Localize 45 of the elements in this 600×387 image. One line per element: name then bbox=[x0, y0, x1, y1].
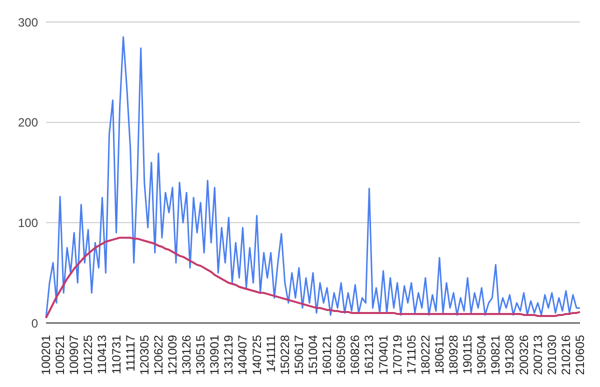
x-tick-label: 161213 bbox=[362, 334, 376, 376]
x-tick-label: 171105 bbox=[404, 334, 418, 374]
x-tick-label: 150228 bbox=[278, 334, 292, 376]
x-tick-label: 201030 bbox=[544, 334, 559, 376]
x-tick-label: 180928 bbox=[446, 334, 461, 376]
x-tick-label: 100201 bbox=[39, 334, 53, 376]
line-series bbox=[45, 36, 581, 319]
line-series bbox=[45, 236, 581, 319]
x-tick-label: 110731 bbox=[109, 334, 124, 374]
x-tick-label: 111117 bbox=[123, 334, 138, 372]
x-tick-label: 190821 bbox=[488, 334, 503, 376]
x-tick-label: 150617 bbox=[292, 334, 306, 376]
x-tick-label: 131219 bbox=[222, 334, 236, 376]
x-tick-label: 190115 bbox=[460, 334, 475, 374]
x-tick-label: 200326 bbox=[516, 334, 531, 376]
x-tick-label: 141111 bbox=[264, 334, 278, 372]
x-tick-label: 120305 bbox=[137, 334, 152, 376]
x-tick-label: 160826 bbox=[348, 334, 362, 376]
x-tick-label: 100521 bbox=[53, 334, 68, 376]
x-tick-label: 120622 bbox=[151, 334, 166, 376]
y-tick-label: 100 bbox=[18, 216, 38, 230]
x-tick-label: 110413 bbox=[95, 334, 110, 374]
x-tick-label: 140725 bbox=[250, 334, 264, 376]
x-tick-label: 170401 bbox=[376, 334, 390, 376]
x-tick-label: 130126 bbox=[180, 334, 194, 376]
x-tick-label: 170719 bbox=[390, 334, 404, 376]
x-tick-label: 180611 bbox=[432, 334, 446, 374]
x-tick-label: 210605 bbox=[573, 334, 587, 376]
x-tick-label: 190504 bbox=[474, 334, 489, 376]
y-tick-label: 300 bbox=[18, 15, 38, 30]
x-tick-label: 191208 bbox=[502, 334, 517, 376]
x-tick-label: 140407 bbox=[236, 334, 250, 376]
x-tick-label: 130515 bbox=[194, 334, 208, 376]
x-tick-label: 180222 bbox=[418, 334, 432, 376]
x-tick-label: 121009 bbox=[165, 334, 180, 376]
x-tick-label: 160509 bbox=[334, 334, 348, 376]
y-tick-label: 0 bbox=[31, 316, 38, 330]
y-tick-label: 200 bbox=[18, 116, 38, 130]
x-tick-label: 100907 bbox=[67, 334, 82, 376]
x-tick-label: 151004 bbox=[306, 334, 320, 376]
x-tick-label: 130901 bbox=[208, 334, 222, 376]
x-tick-label: 160121 bbox=[320, 334, 334, 376]
x-tick-label: 200713 bbox=[530, 334, 545, 376]
x-tick-label: 101225 bbox=[81, 334, 96, 376]
x-tick-label: 210216 bbox=[558, 334, 573, 376]
